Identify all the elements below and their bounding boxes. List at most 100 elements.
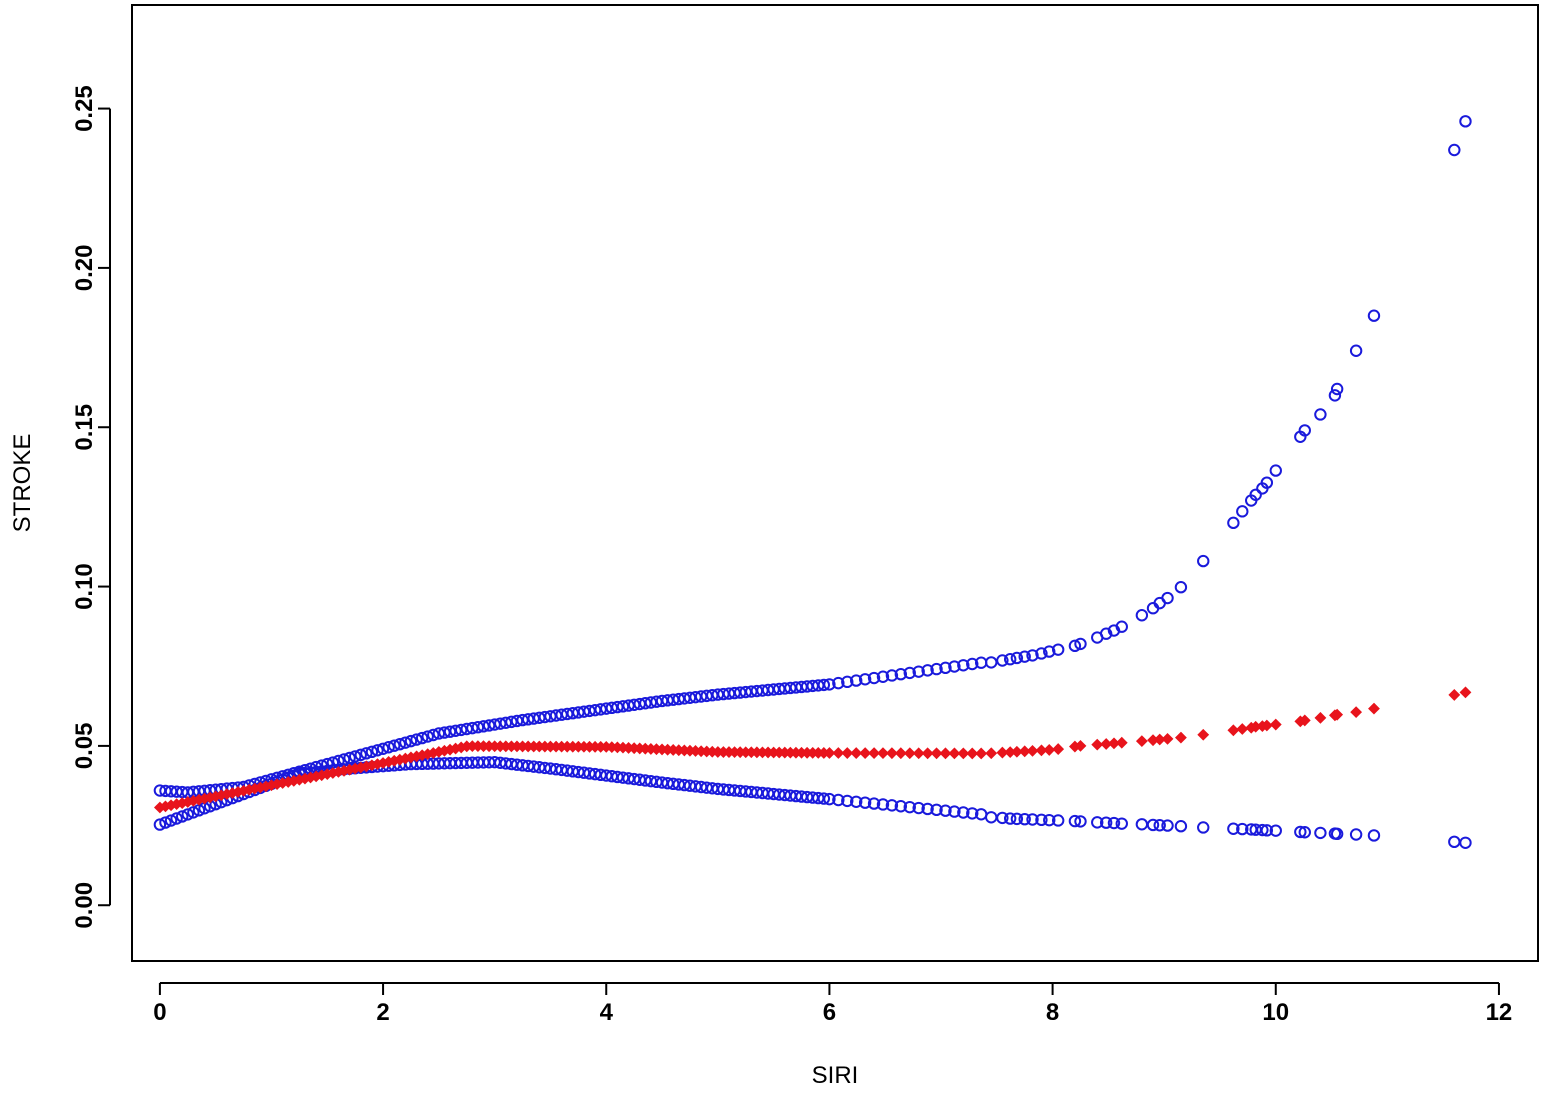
data-point bbox=[930, 747, 943, 760]
data-point bbox=[164, 814, 178, 827]
data-point bbox=[1236, 723, 1249, 735]
data-point bbox=[471, 721, 485, 734]
data-point bbox=[858, 673, 872, 686]
data-point bbox=[1298, 714, 1311, 727]
y-axis-title: STROKE bbox=[9, 434, 36, 533]
data-point bbox=[1074, 815, 1087, 828]
data-point bbox=[1003, 653, 1017, 666]
data-point bbox=[1298, 424, 1311, 437]
data-point bbox=[1115, 817, 1128, 830]
data-point bbox=[850, 674, 863, 687]
x-tick-label: 8 bbox=[1046, 999, 1059, 1026]
data-point bbox=[1146, 818, 1160, 832]
data-point bbox=[996, 811, 1009, 825]
data-point bbox=[841, 794, 854, 808]
data-point bbox=[867, 671, 881, 685]
data-point bbox=[1328, 389, 1342, 402]
data-marks bbox=[153, 115, 1472, 849]
data-point bbox=[1349, 828, 1363, 841]
data-point bbox=[832, 793, 845, 807]
data-point bbox=[1026, 744, 1039, 757]
data-point bbox=[432, 727, 446, 740]
data-point bbox=[399, 736, 412, 749]
data-point bbox=[966, 747, 979, 760]
data-point bbox=[1330, 827, 1344, 841]
data-point bbox=[1135, 818, 1149, 831]
data-point bbox=[876, 798, 890, 811]
series-1 bbox=[153, 115, 1472, 799]
data-point bbox=[1448, 689, 1461, 701]
data-point bbox=[1010, 651, 1024, 665]
data-point bbox=[1161, 732, 1174, 745]
data-point bbox=[921, 747, 934, 760]
data-point bbox=[850, 747, 863, 759]
data-point bbox=[1459, 686, 1472, 699]
data-point bbox=[1161, 819, 1174, 832]
data-point bbox=[1448, 835, 1461, 849]
data-point bbox=[985, 656, 998, 669]
data-point bbox=[1260, 476, 1274, 489]
data-point bbox=[841, 747, 854, 759]
data-point bbox=[930, 803, 943, 817]
data-point bbox=[1115, 736, 1128, 749]
data-point bbox=[1153, 819, 1166, 832]
data-point bbox=[903, 666, 916, 680]
data-point bbox=[1448, 143, 1461, 157]
data-point bbox=[817, 792, 831, 805]
data-point bbox=[1298, 826, 1311, 839]
data-point bbox=[1367, 829, 1381, 842]
data-point bbox=[388, 739, 401, 752]
data-point bbox=[1068, 639, 1082, 653]
data-point bbox=[477, 720, 490, 733]
y-tick-label: 0.00 bbox=[71, 882, 98, 929]
data-point bbox=[1368, 702, 1380, 715]
y-tick-label: 0.15 bbox=[71, 404, 98, 451]
data-point bbox=[966, 657, 979, 671]
x-tick-label: 12 bbox=[1486, 999, 1513, 1026]
data-point bbox=[505, 715, 518, 729]
data-point bbox=[996, 654, 1009, 667]
data-point bbox=[1018, 812, 1031, 826]
data-point bbox=[1459, 115, 1472, 128]
data-point bbox=[348, 750, 362, 763]
data-point bbox=[850, 795, 863, 808]
series-0 bbox=[153, 686, 1472, 814]
data-point bbox=[360, 747, 373, 760]
data-point bbox=[985, 747, 998, 760]
data-point bbox=[832, 676, 845, 690]
data-point bbox=[1227, 822, 1240, 835]
x-tick-label: 2 bbox=[376, 999, 389, 1026]
x-tick-label: 6 bbox=[823, 999, 836, 1026]
data-point bbox=[1227, 724, 1240, 737]
data-point bbox=[410, 733, 423, 746]
data-point bbox=[1051, 643, 1065, 656]
data-point bbox=[1314, 408, 1327, 421]
data-point bbox=[1035, 647, 1048, 660]
data-point bbox=[1256, 823, 1269, 837]
data-point bbox=[885, 799, 899, 812]
data-point bbox=[1174, 820, 1188, 833]
data-point bbox=[1099, 816, 1113, 829]
data-point bbox=[1043, 813, 1056, 827]
plot-frame bbox=[131, 4, 1539, 962]
data-point bbox=[443, 725, 457, 738]
data-point bbox=[1043, 744, 1056, 756]
data-point bbox=[466, 721, 479, 735]
data-point bbox=[1003, 812, 1017, 825]
data-point bbox=[365, 745, 379, 759]
data-point bbox=[1197, 554, 1210, 568]
data-point bbox=[1091, 816, 1104, 829]
data-point bbox=[877, 747, 889, 760]
x-axis: 0 2 4 6 8 10 12 bbox=[153, 982, 1513, 1026]
data-point bbox=[371, 744, 384, 757]
data-point bbox=[948, 660, 961, 673]
data-point bbox=[894, 668, 908, 681]
data-point bbox=[975, 747, 988, 760]
data-point bbox=[1294, 825, 1307, 839]
data-point bbox=[1197, 821, 1210, 834]
data-point bbox=[376, 742, 390, 755]
data-point bbox=[1197, 728, 1210, 741]
data-point bbox=[1074, 637, 1087, 651]
data-point bbox=[985, 811, 998, 824]
